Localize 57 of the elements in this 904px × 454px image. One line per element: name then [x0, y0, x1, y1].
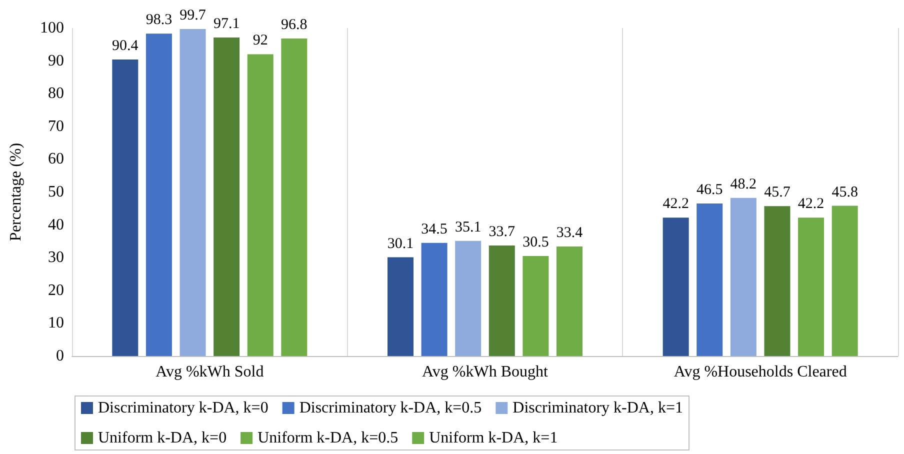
legend-label: Discriminatory k-DA, k=0 — [98, 400, 268, 416]
data-label: 48.2 — [730, 176, 757, 192]
legend-label: Uniform k-DA, k=0 — [98, 430, 227, 446]
y-tick-label: 70 — [48, 118, 64, 135]
bar — [798, 218, 824, 356]
y-tick-label: 30 — [48, 249, 64, 266]
bar — [488, 245, 515, 356]
data-label: 45.7 — [764, 184, 791, 201]
x-tick-label: Avg %kWh Sold — [156, 364, 264, 380]
bar — [421, 242, 448, 356]
bar — [556, 246, 582, 356]
y-tick-label: 20 — [48, 282, 64, 299]
x-tick-label: Avg %Households Cleared — [674, 364, 847, 380]
bar — [696, 203, 723, 356]
data-label: 33.4 — [556, 224, 584, 241]
data-label: 30.1 — [387, 236, 414, 252]
data-label: 97.1 — [213, 16, 240, 32]
bar — [522, 256, 549, 356]
bar — [455, 240, 482, 356]
bar — [832, 206, 858, 356]
bar — [388, 257, 414, 356]
data-label: 98.3 — [146, 12, 172, 28]
bar — [764, 206, 790, 356]
data-label: 92 — [252, 32, 268, 49]
data-label: 90.4 — [112, 38, 139, 54]
legend-label: Uniform k-DA, k=0.5 — [258, 430, 398, 446]
data-label: 99.7 — [180, 7, 206, 24]
bar — [662, 218, 689, 356]
y-tick-label: 60 — [48, 150, 64, 168]
legend-label: Discriminatory k-DA, k=0.5 — [299, 400, 482, 416]
bar — [281, 38, 308, 356]
bar — [214, 38, 240, 356]
bar — [146, 34, 172, 356]
y-axis-title: Percentage (%) — [8, 142, 24, 242]
y-tick-label: 10 — [48, 314, 64, 332]
data-label: 46.5 — [696, 182, 723, 198]
data-label: 42.2 — [662, 196, 689, 212]
data-label: 34.5 — [421, 221, 448, 238]
y-tick-label: 40 — [48, 216, 64, 234]
bar — [180, 28, 206, 356]
bar — [112, 59, 138, 356]
x-tick-label: Avg %kWh Bought — [422, 364, 549, 380]
y-tick-label: 80 — [48, 85, 64, 102]
data-label: 35.1 — [454, 219, 482, 236]
data-label: 30.5 — [522, 234, 549, 250]
y-tick-label: 100 — [40, 20, 64, 36]
y-tick-label: 50 — [48, 184, 64, 200]
legend-label: Uniform k-DA, k=1 — [429, 430, 558, 446]
bar — [247, 54, 274, 356]
data-label: 96.8 — [281, 16, 308, 33]
data-label: 45.8 — [832, 184, 858, 200]
y-tick-label: 0 — [56, 348, 64, 364]
y-tick-label: 90 — [48, 52, 64, 70]
bar — [730, 198, 756, 356]
legend-label: Discriminatory k-DA, k=1 — [512, 400, 683, 416]
data-label: 42.2 — [798, 196, 824, 212]
data-label: 33.7 — [488, 224, 516, 240]
